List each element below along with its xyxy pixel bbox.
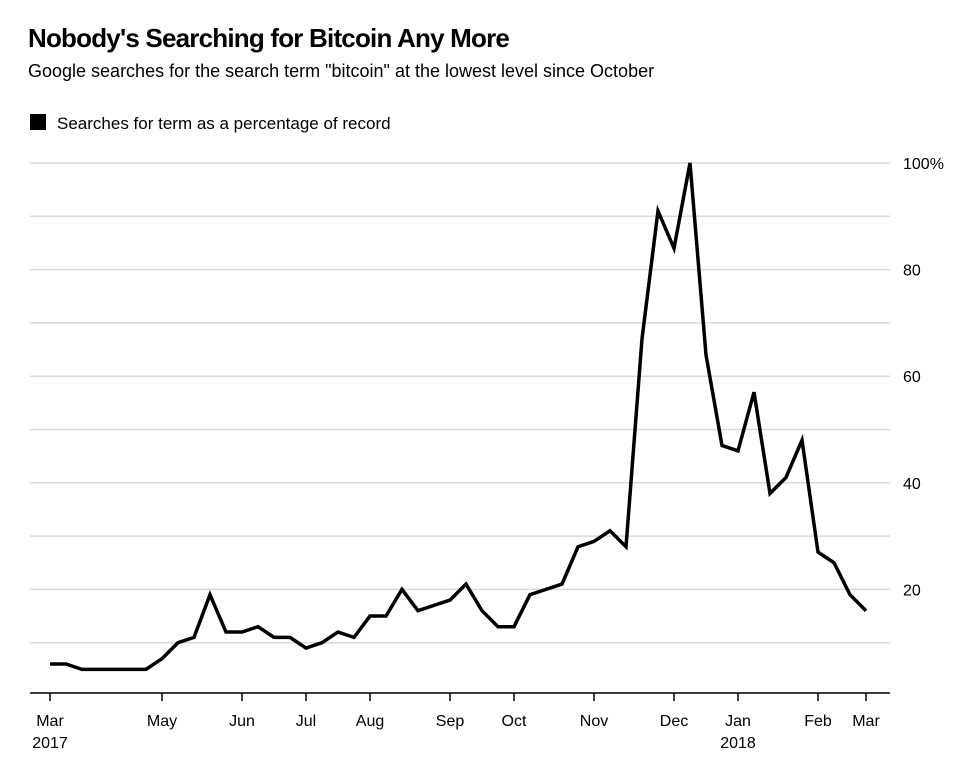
y-tick-label: 60 [903, 369, 921, 386]
y-tick-label: 40 [903, 476, 921, 493]
x-tick-label: Oct [502, 713, 527, 730]
x-tick-label: Feb [804, 713, 832, 730]
y-tick-label: 80 [903, 263, 921, 280]
x-tick-label: Aug [356, 713, 384, 730]
x-tick-label: May [147, 713, 177, 730]
x-tick-label: Jul [296, 713, 316, 730]
x-tick-label: Nov [580, 713, 608, 730]
x-tick-label: Mar 2017 [32, 713, 68, 752]
data-line [50, 162, 868, 672]
legend-label: Searches for term as a percentage of rec… [57, 114, 391, 133]
chart-subtitle: Google searches for the search term "bit… [28, 61, 654, 81]
x-tick-label: Dec [660, 713, 688, 730]
y-tick-label: 100% [903, 156, 944, 173]
chart-title: Nobody's Searching for Bitcoin Any More [28, 23, 509, 53]
x-tick-label: Mar [852, 713, 880, 730]
x-tick-label: Sep [436, 713, 465, 730]
legend-swatch [30, 114, 46, 130]
x-tick-label: Jun [229, 713, 255, 730]
y-tick-label: 20 [903, 582, 921, 599]
x-tick-label: Jan 2018 [720, 713, 756, 752]
